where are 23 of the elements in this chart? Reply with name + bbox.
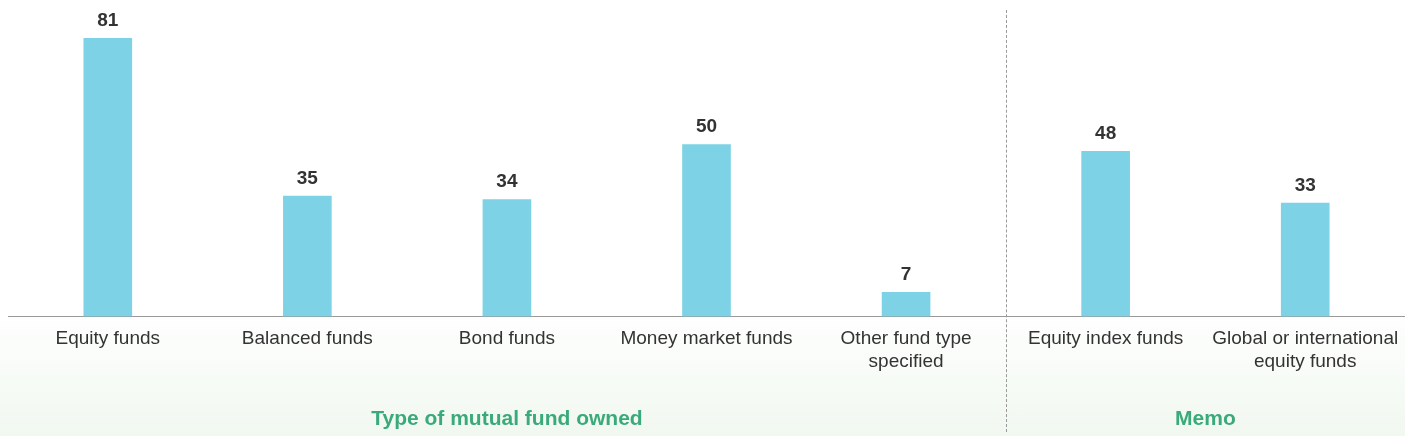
- x-tick-label: Money market funds: [620, 327, 793, 349]
- bar: [283, 195, 332, 317]
- x-tick-label: Bond funds: [458, 327, 555, 349]
- text: Type of mutual fund owned: [371, 406, 643, 430]
- data-label: 7: [900, 263, 912, 285]
- bar: [1280, 202, 1330, 317]
- bar: [881, 292, 931, 317]
- bar: [83, 38, 133, 317]
- x-tick-label: Global or international equity funds: [1212, 327, 1399, 371]
- bar: [682, 144, 731, 317]
- data-label: 81: [97, 8, 119, 30]
- x-tick-label: Equity index funds: [1028, 327, 1184, 349]
- data-label: 34: [496, 170, 518, 192]
- data-label: 35: [296, 166, 319, 188]
- data-label: 48: [1095, 122, 1117, 144]
- x-tick-label: Balanced funds: [241, 327, 373, 349]
- bar: [482, 199, 532, 317]
- data-label: 50: [695, 115, 718, 137]
- data-label: 33: [1294, 173, 1316, 195]
- text: Memo: [1175, 406, 1236, 430]
- x-tick-label: Equity funds: [55, 327, 161, 349]
- x-tick-label: Other fund type specified: [840, 327, 972, 371]
- bar: [1081, 151, 1130, 317]
